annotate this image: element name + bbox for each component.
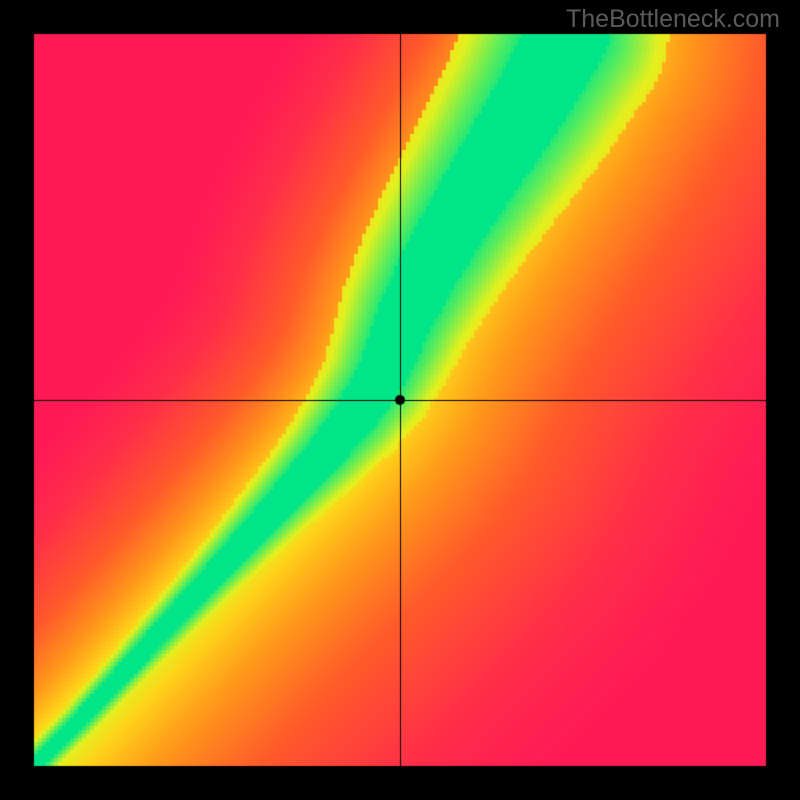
watermark-text: TheBottleneck.com: [566, 5, 780, 34]
bottleneck-heatmap: [0, 0, 800, 800]
